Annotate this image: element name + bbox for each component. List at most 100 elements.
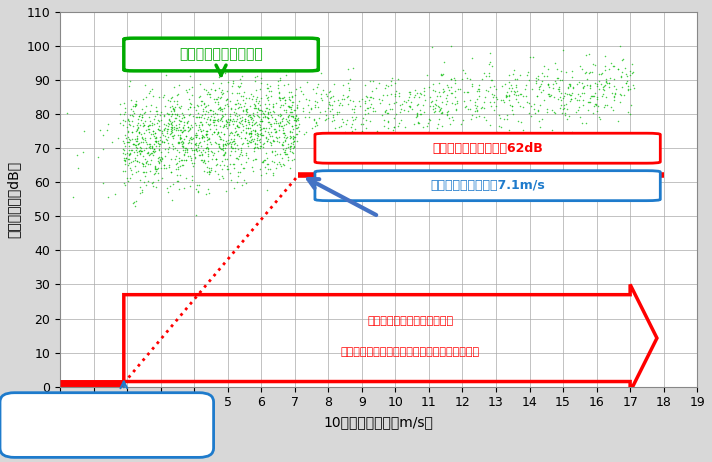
Point — [515, 90, 527, 97]
Point — [204, 106, 216, 114]
Point — [207, 111, 219, 118]
Point — [214, 104, 226, 112]
Point — [363, 96, 375, 103]
Point — [369, 107, 380, 115]
Point — [535, 88, 547, 96]
Point — [244, 113, 256, 120]
Point — [491, 96, 503, 103]
Point — [475, 104, 486, 111]
Point — [427, 105, 439, 113]
Point — [193, 140, 204, 147]
Point — [216, 115, 227, 122]
Point — [560, 68, 572, 75]
Point — [159, 91, 170, 98]
Point — [183, 112, 194, 119]
Point — [532, 92, 543, 99]
Point — [231, 96, 242, 103]
Point — [145, 150, 157, 157]
Point — [333, 109, 344, 116]
Point — [127, 140, 139, 148]
Point — [389, 79, 401, 86]
Point — [273, 122, 284, 129]
Point — [130, 97, 142, 104]
Point — [251, 111, 263, 119]
Point — [624, 67, 635, 74]
Point — [281, 72, 292, 79]
Point — [289, 133, 300, 140]
Point — [224, 160, 235, 168]
Point — [357, 114, 369, 122]
Point — [190, 129, 201, 136]
Point — [195, 119, 206, 126]
Point — [278, 129, 290, 137]
Point — [139, 109, 150, 116]
Point — [441, 81, 453, 88]
Point — [226, 138, 237, 146]
Point — [239, 164, 250, 171]
Point — [147, 151, 158, 158]
Point — [447, 116, 459, 123]
Point — [211, 160, 223, 168]
Point — [132, 140, 143, 147]
Point — [498, 98, 510, 105]
Point — [172, 110, 183, 117]
Point — [271, 118, 282, 125]
Point — [274, 103, 286, 110]
Point — [281, 150, 292, 158]
Point — [550, 60, 561, 67]
Point — [362, 94, 373, 101]
Point — [120, 154, 131, 162]
Point — [216, 165, 227, 172]
Point — [209, 129, 220, 136]
Point — [212, 128, 224, 135]
Point — [444, 121, 456, 128]
Point — [274, 120, 286, 127]
Point — [282, 103, 293, 110]
Point — [125, 164, 136, 172]
Point — [188, 159, 199, 166]
Point — [131, 152, 142, 159]
Point — [204, 90, 216, 97]
Point — [235, 160, 246, 168]
Point — [555, 102, 567, 109]
Point — [143, 129, 155, 136]
Point — [254, 121, 266, 128]
Point — [187, 123, 198, 130]
Point — [529, 109, 540, 116]
Point — [245, 115, 256, 122]
Point — [597, 70, 608, 77]
Point — [443, 137, 454, 145]
Point — [596, 71, 607, 78]
Point — [533, 108, 544, 115]
Point — [582, 98, 594, 106]
Point — [582, 81, 593, 89]
Point — [409, 120, 420, 128]
Point — [243, 118, 254, 125]
Point — [138, 168, 150, 176]
Point — [262, 165, 273, 173]
Point — [273, 77, 284, 85]
Point — [135, 110, 146, 118]
Point — [122, 175, 133, 182]
Point — [600, 102, 611, 109]
Point — [542, 91, 553, 98]
Point — [191, 181, 202, 188]
Point — [365, 103, 376, 110]
Point — [259, 164, 271, 171]
Point — [350, 113, 362, 121]
Point — [584, 68, 595, 76]
Point — [256, 118, 268, 125]
Point — [410, 114, 422, 121]
Point — [553, 85, 564, 92]
Point — [511, 76, 523, 83]
Point — [130, 141, 141, 148]
Point — [185, 140, 197, 147]
Point — [510, 83, 521, 90]
Point — [343, 86, 355, 93]
Point — [326, 135, 337, 143]
Point — [312, 80, 323, 87]
Point — [347, 114, 358, 121]
Point — [137, 113, 148, 120]
Point — [201, 133, 212, 140]
Point — [587, 92, 599, 99]
